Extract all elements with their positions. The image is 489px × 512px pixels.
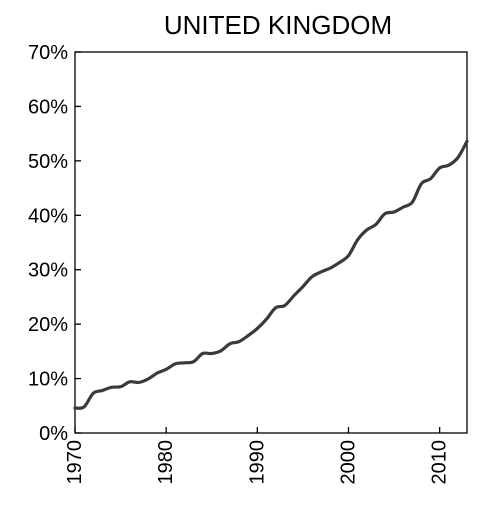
x-axis: 1970 1980 1990 2000 2010 — [64, 427, 451, 485]
x-tick-label: 1970 — [64, 440, 86, 485]
y-tick-label: 30% — [28, 260, 68, 282]
x-tick-label: 1980 — [155, 440, 177, 485]
plot-frame — [74, 51, 468, 434]
y-axis: 0% 10% 20% 30% 40% 50% 60% 70% — [28, 42, 81, 445]
y-tick-label: 50% — [28, 151, 68, 173]
y-tick-label: 40% — [28, 205, 68, 227]
x-tick-label: 1990 — [246, 440, 268, 485]
y-tick-label: 60% — [28, 96, 68, 118]
y-tick-label: 0% — [39, 423, 68, 445]
x-tick-label: 2010 — [429, 440, 451, 485]
series-line-uk — [73, 139, 469, 410]
y-tick-label: 70% — [28, 42, 68, 64]
y-tick-label: 20% — [28, 314, 68, 336]
y-tick-label: 10% — [28, 369, 68, 391]
x-tick-label: 2000 — [337, 440, 359, 485]
chart-title: UNITED KINGDOM — [164, 10, 392, 40]
